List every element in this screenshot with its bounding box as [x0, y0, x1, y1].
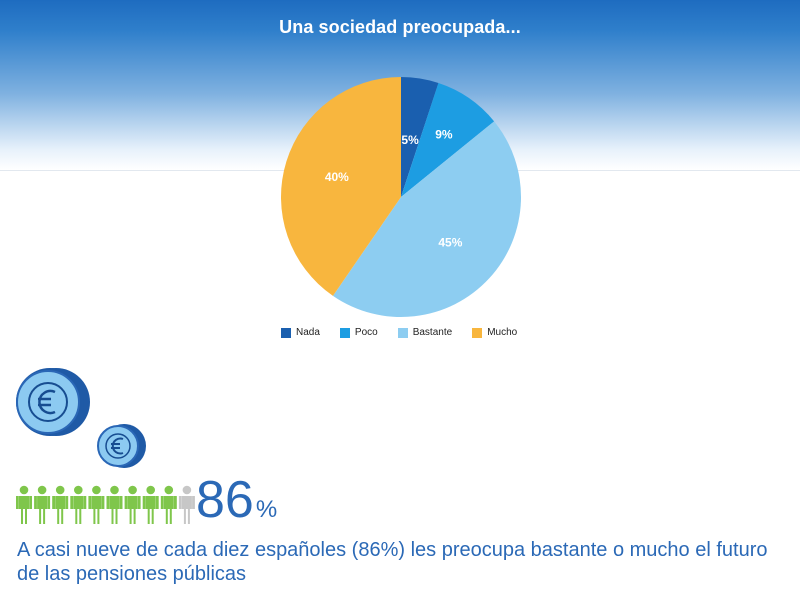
person-icon — [88, 485, 105, 524]
pie-label-mucho: 40% — [325, 170, 349, 184]
legend-label: Mucho — [487, 327, 518, 338]
legend: Nada Poco Bastante Mucho — [281, 327, 517, 338]
stat-unit: % — [255, 496, 278, 523]
person-icon — [106, 485, 123, 524]
person-icon — [16, 485, 32, 524]
pie-slice-nada — [401, 77, 439, 197]
pie-label-bastante: 45% — [438, 236, 462, 250]
legend-swatch — [281, 327, 291, 338]
legend-label: Poco — [354, 327, 378, 338]
euro-coin-small — [97, 424, 146, 468]
legend-item-poco: Poco — [339, 327, 378, 338]
legend-swatch — [472, 327, 483, 338]
chart-title: Una sociedad preocupada... — [279, 17, 521, 37]
pie-slice-mucho — [280, 76, 401, 296]
legend-item-bastante: Bastante — [397, 327, 453, 338]
legend-label: Nada — [296, 327, 320, 338]
legend-item-nada: Nada — [281, 327, 320, 338]
pie-chart: 5% 9% 45% 40% — [280, 76, 522, 318]
caption: A casi nueve de cada diez españoles (86%… — [17, 539, 768, 585]
pie-label-nada: 5% — [401, 133, 419, 147]
person-icon — [34, 485, 51, 524]
person-icon — [52, 485, 69, 524]
legend-swatch — [397, 327, 408, 338]
legend-swatch — [339, 327, 350, 338]
pie-slice-bastante — [332, 121, 522, 318]
legend-label: Bastante — [412, 327, 453, 338]
people-icons — [16, 485, 195, 524]
person-icon — [160, 485, 177, 524]
euro-coin-large — [16, 368, 90, 436]
person-icon — [124, 485, 141, 524]
person-icon — [142, 485, 159, 524]
pie-slice-poco — [401, 82, 495, 197]
euro-coin-icon — [16, 368, 146, 468]
pie-label-poco: 9% — [435, 128, 453, 142]
stat-86: 86% — [196, 474, 277, 526]
legend-item-mucho: Mucho — [472, 327, 517, 338]
stat-number: 86 — [196, 471, 254, 529]
person-icon — [178, 485, 195, 524]
person-icon — [70, 485, 87, 524]
